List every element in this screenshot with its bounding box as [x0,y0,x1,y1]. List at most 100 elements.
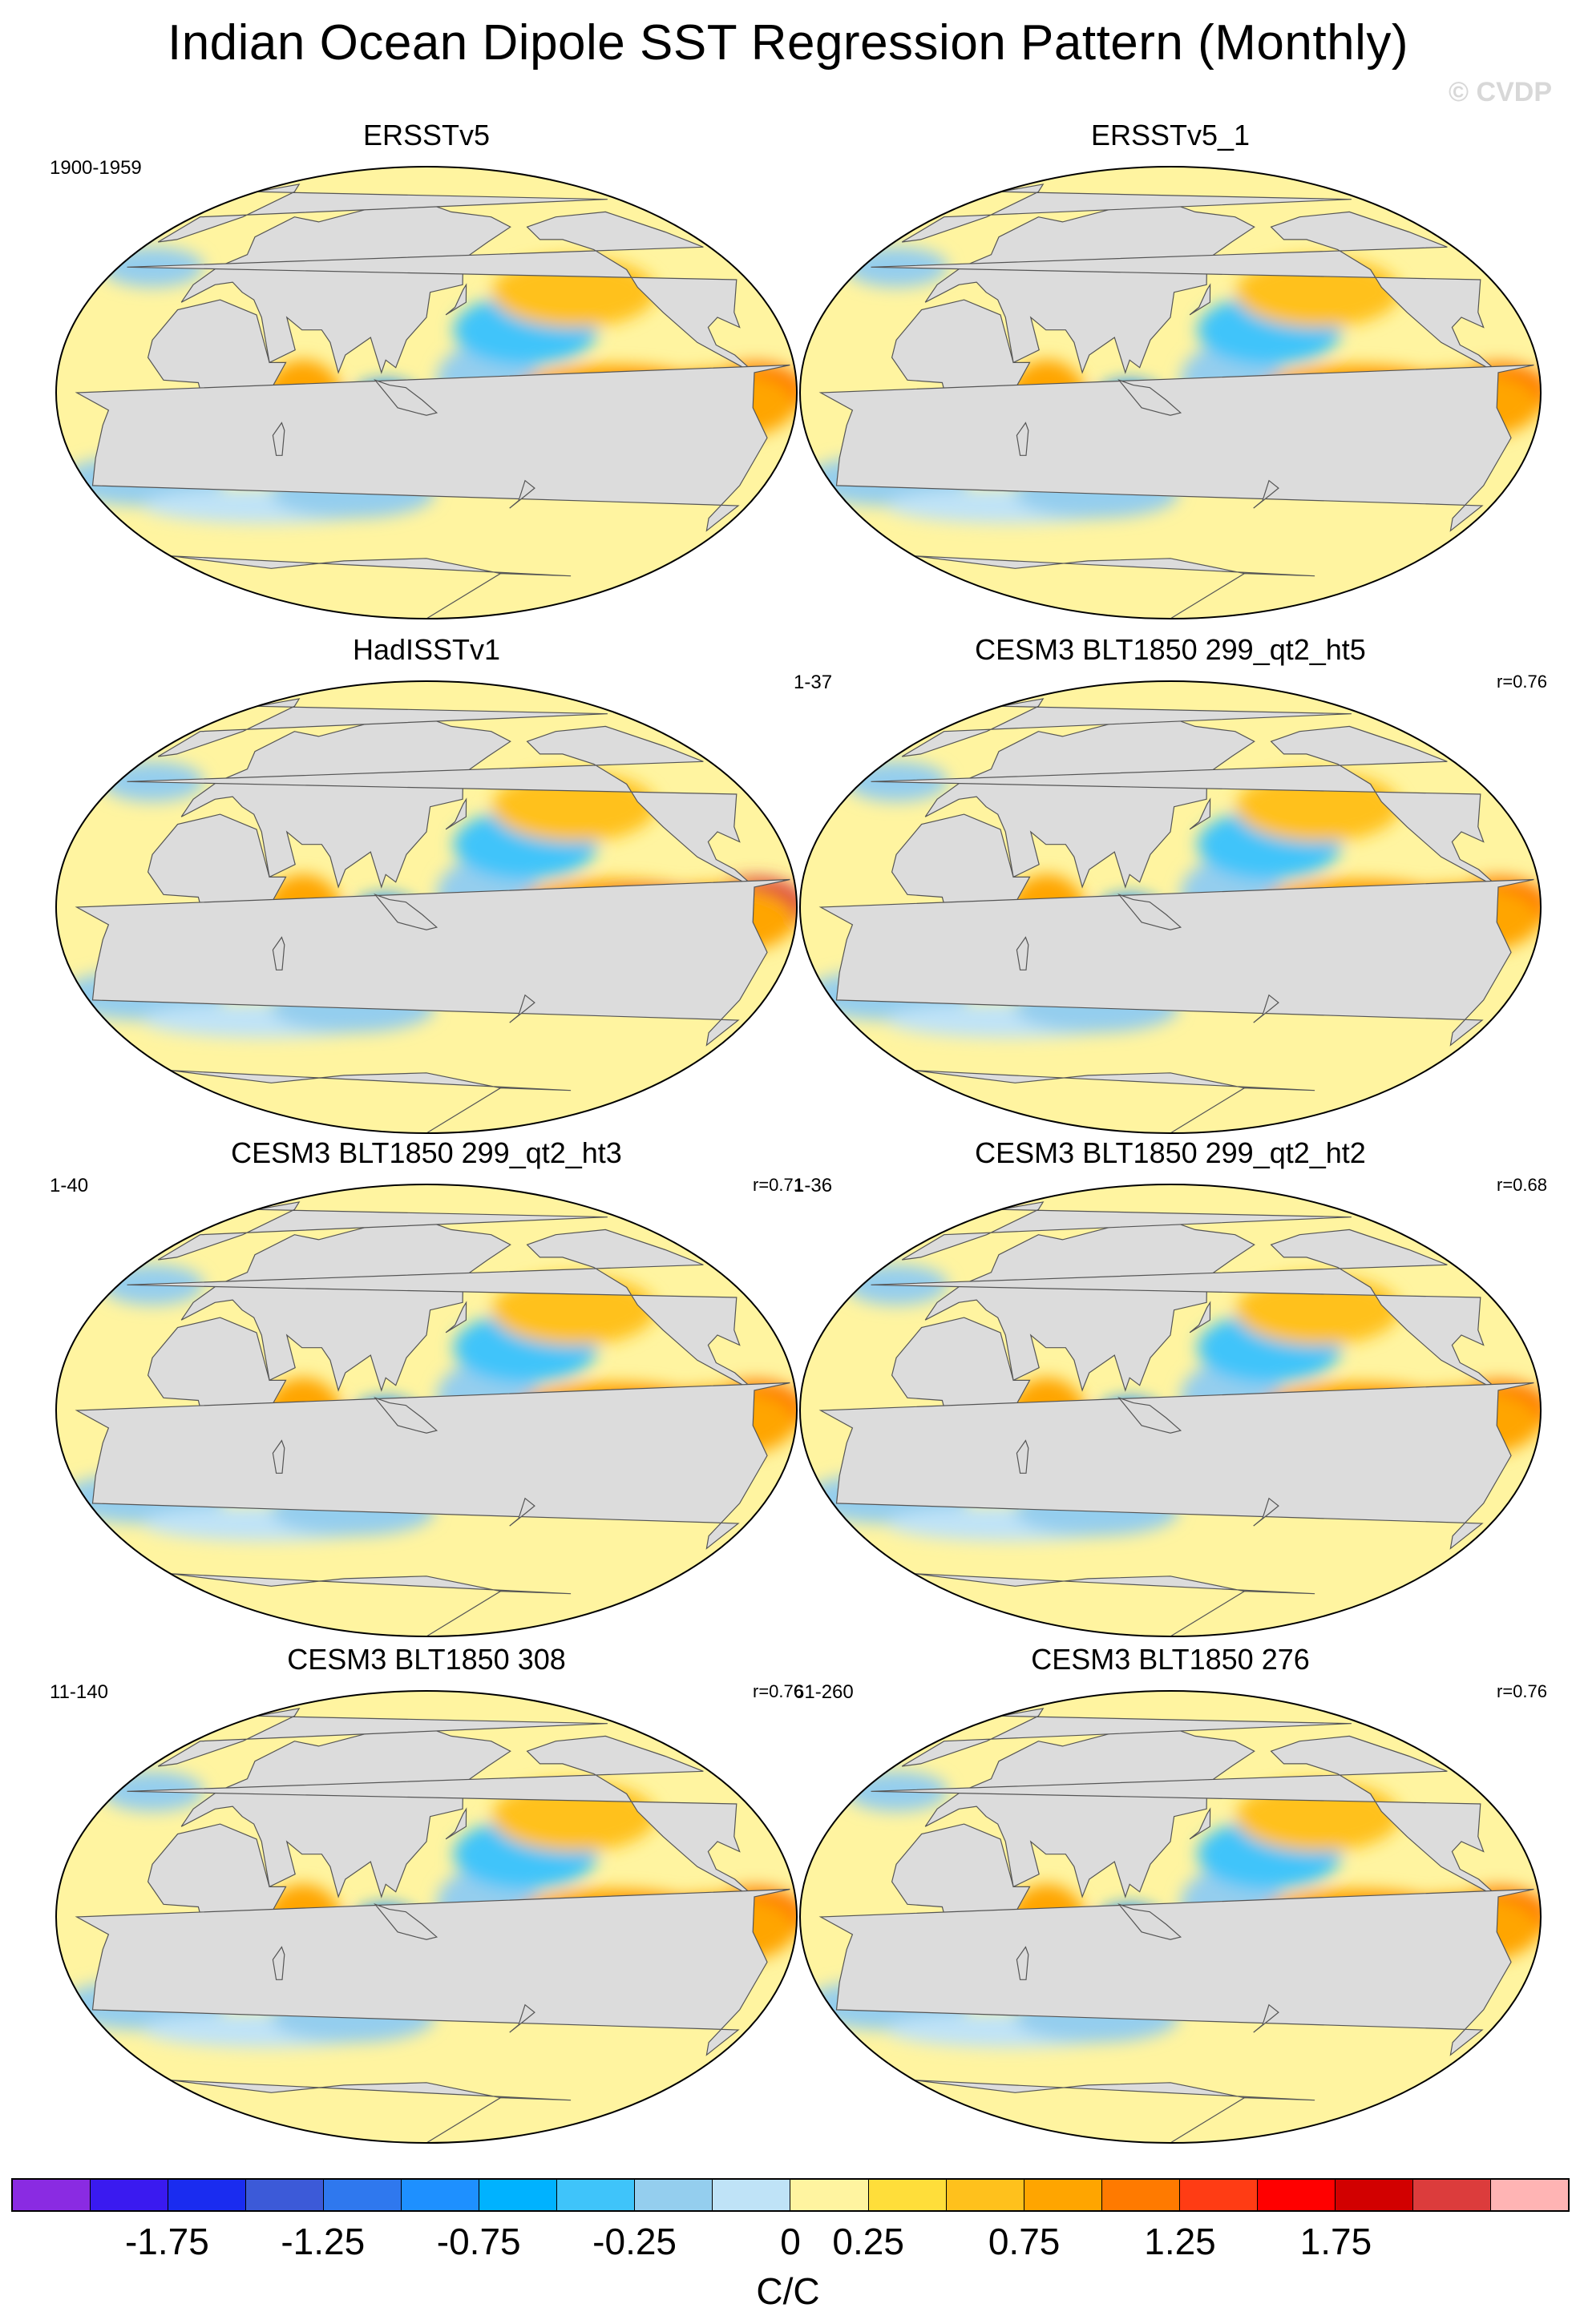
continent-greenland [157,184,608,243]
sst-regression-map [55,166,798,619]
panel-title: CESM3 BLT1850 276 [1031,1643,1310,1676]
sst-regression-map [55,680,798,1134]
continent-new-zealand [509,994,535,1023]
continent-new-zealand [1253,479,1279,509]
continent-new-zealand [1253,2003,1279,2033]
continent-antarctica [170,1070,572,1133]
colorbar-swatch [91,2180,169,2210]
map-panel-4: CESM3 BLT1850 299_qt2_ht5 1-37 r=0.76 [794,633,1547,1138]
figure-title: Indian Ocean Dipole SST Regression Patte… [167,15,1409,71]
continent-europe-asia [924,199,1255,374]
panel-period-label: 1-40 [50,1175,89,1196]
panel-period-label: 1-36 [794,1175,833,1196]
colorbar-swatch [246,2180,325,2210]
map-boundary [55,166,798,619]
continent-europe-asia [924,1216,1255,1392]
continent-north-america [127,1735,755,1898]
continent-madagascar [1016,936,1029,970]
continent-new-zealand [1253,994,1279,1023]
continent-japan [445,797,467,830]
colorbar-swatch [479,2180,558,2210]
continent-europe-asia [180,1723,511,1898]
continent-madagascar [272,1439,285,1474]
continent-greenland [901,1708,1352,1767]
map-boundary [55,1184,798,1637]
continent-indonesia [374,379,438,416]
continent-japan [445,1301,467,1333]
colorbar-swatch [790,2180,869,2210]
colorbar-tick-label: -0.75 [436,2221,521,2262]
continent-south-america [75,1888,790,2056]
panel-period-label: 11-140 [50,1681,108,1703]
continent-greenland [901,1201,1352,1261]
continent-greenland [157,1201,608,1261]
colorbar-tick-label: 0.75 [988,2221,1061,2262]
continent-europe-asia [180,1216,511,1392]
continent-japan [1189,1301,1211,1333]
colorbar-tick-label: -1.75 [124,2221,209,2262]
map-panel-1: ERSSTv5 1900-1959 [50,119,803,623]
continent-antarctica [914,1573,1315,1636]
continent-antarctica [170,555,572,619]
colorbar-tick-label: 1.75 [1299,2221,1372,2262]
continent-north-america [871,1735,1499,1898]
continent-antarctica [914,555,1315,619]
continent-europe-asia [180,713,511,889]
continent-indonesia [1117,1397,1182,1434]
continent-south-america [75,878,790,1047]
colorbar-tick-labels: -1.75 -1.25 -0.75 -0.25 0 0.25 0.75 1.25 1.75 [0,2220,1576,2268]
continent-indonesia [374,1903,438,1940]
colorbar-units-label: C/C [756,2270,820,2312]
continent-new-zealand [509,479,535,509]
map-panel-3: HadISSTv1 [50,633,803,1138]
continent-south-america [75,1382,790,1550]
panel-period-label: 1900-1959 [50,157,142,179]
colorbar-swatch [324,2180,402,2210]
panel-title: CESM3 BLT1850 299_qt2_ht3 [231,1136,622,1169]
panel-title: CESM3 BLT1850 308 [287,1643,566,1676]
colorbar-swatch [1490,2180,1568,2210]
continent-madagascar [272,422,285,456]
colorbar-swatch [1335,2180,1413,2210]
colorbar-tick-label: 0 [780,2221,801,2262]
map-boundary [799,166,1542,619]
panel-correlation-label: r=0.76 [1497,1681,1547,1701]
colorbar-swatch [868,2180,947,2210]
continent-south-america [818,1888,1534,2056]
continent-greenland [157,1708,608,1767]
continent-antarctica [170,2080,572,2143]
map-panel-6: CESM3 BLT1850 299_qt2_ht2 1-36 r=0.68 [794,1136,1547,1641]
colorbar-swatch [1179,2180,1258,2210]
continent-madagascar [1016,1946,1029,1980]
continent-japan [445,283,467,316]
continent-antarctica [914,1070,1315,1133]
continent-south-america [818,878,1534,1047]
map-boundary [55,680,798,1134]
continent-antarctica [914,2080,1315,2143]
colorbar-swatch [713,2180,791,2210]
continent-japan [445,1807,467,1840]
panel-title: HadISSTv1 [352,633,501,666]
sst-regression-map [799,1690,1542,2144]
panel-title: ERSSTv5_1 [1090,119,1251,151]
continent-greenland [901,184,1352,243]
continent-south-america [75,364,790,532]
colorbar-swatch [1257,2180,1336,2210]
continent-greenland [157,698,608,757]
panel-correlation-label: r=0.76 [1497,672,1547,692]
colorbar-swatch [13,2180,91,2210]
continent-madagascar [1016,422,1029,456]
panel-title: CESM3 BLT1850 299_qt2_ht2 [975,1136,1366,1169]
continent-japan [1189,283,1211,316]
colorbar-swatch [1024,2180,1102,2210]
colorbar-swatch [402,2180,480,2210]
continent-north-america [871,1229,1499,1391]
continent-north-america [871,211,1499,373]
continent-antarctica [170,1573,572,1636]
colorbar-swatch [168,2180,247,2210]
panel-correlation-label: r=0.76 [753,1681,803,1701]
sst-regression-map [55,1184,798,1637]
continent-indonesia [374,894,438,930]
continent-indonesia [1117,1903,1182,1940]
colorbar [11,2178,1570,2212]
